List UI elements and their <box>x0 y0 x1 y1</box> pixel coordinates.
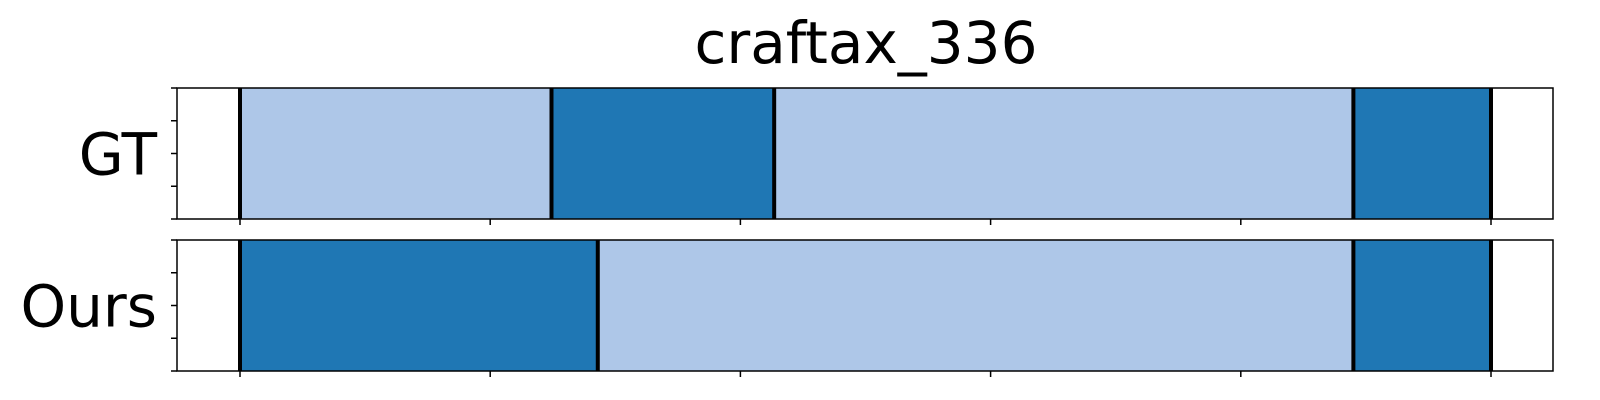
chart-title: craftax_336 <box>695 9 1038 77</box>
segment-bar <box>1353 88 1491 219</box>
segment-bar <box>551 88 775 219</box>
segment-bar <box>1353 240 1491 371</box>
row-gt: GT <box>79 87 1554 225</box>
segment-bar <box>597 240 1354 371</box>
row-label-gt: GT <box>79 121 158 189</box>
row-label-ours: Ours <box>21 273 157 341</box>
row-ours: Ours <box>21 239 1554 377</box>
chart-rows: GT Ours <box>21 87 1554 377</box>
segment-bar <box>240 240 598 371</box>
segment-bar <box>240 88 552 219</box>
segment-bar <box>774 88 1354 219</box>
